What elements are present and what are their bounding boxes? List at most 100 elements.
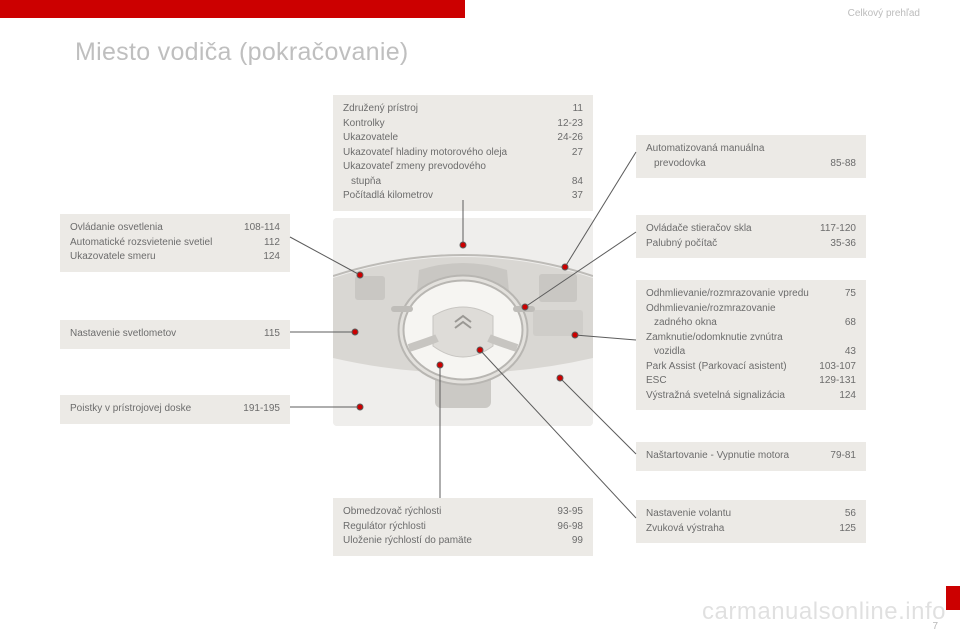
callout-page: 112 <box>264 236 280 251</box>
callout-label: Palubný počítač <box>646 237 820 252</box>
callout-row: Združený prístroj 11 <box>343 102 583 117</box>
callout-label: prevodovka <box>646 157 820 172</box>
callout-page: 125 <box>839 522 856 537</box>
section-label: Celkový prehľad <box>848 8 920 19</box>
callout-row: Odhmlievanie/rozmrazovanie <box>646 302 856 317</box>
callout-label: Nastavenie volantu <box>646 507 835 522</box>
callout-label: stupňa <box>343 175 562 190</box>
callout-page: 103-107 <box>819 360 856 375</box>
side-tab <box>946 586 960 610</box>
callout-label: Park Assist (Parkovací asistent) <box>646 360 809 375</box>
callout-label: Zamknutie/odomknutie zvnútra <box>646 331 856 346</box>
callout-label: Kontrolky <box>343 117 547 132</box>
callout-page: 115 <box>264 327 280 342</box>
callout-label: Odhmlievanie/rozmrazovanie vpredu <box>646 287 835 302</box>
callout-page: 85-88 <box>830 157 856 172</box>
callout-page: 124 <box>263 250 280 265</box>
callout-label: Ovládače stieračov skla <box>646 222 810 237</box>
callout-label: Nastavenie svetlometov <box>70 327 254 342</box>
callout-row: Nastavenie svetlometov 115 <box>70 327 280 342</box>
callout-label: Ukazovateľ zmeny prevodového <box>343 160 583 175</box>
page-number: 7 <box>932 621 938 632</box>
callout-instrument-cluster: Združený prístroj11Kontrolky12-23Ukazova… <box>333 95 593 211</box>
callout-label: Združený prístroj <box>343 102 563 117</box>
callout-page: 99 <box>572 534 583 549</box>
callout-row: Kontrolky 12-23 <box>343 117 583 132</box>
callout-row: Regulátor rýchlosti 96-98 <box>343 520 583 535</box>
accent-bar <box>0 0 465 18</box>
callout-row: Odhmlievanie/rozmrazovanie vpredu 75 <box>646 287 856 302</box>
callout-row: stupňa 84 <box>343 175 583 190</box>
callout-row: Park Assist (Parkovací asistent) 103-107 <box>646 360 856 375</box>
callout-row: ESC129-131 <box>646 374 856 389</box>
callout-page: 84 <box>572 175 583 190</box>
callout-row: Ukazovatele 24-26 <box>343 131 583 146</box>
callout-label: Naštartovanie - Vypnutie motora <box>646 449 820 464</box>
callout-page: 75 <box>845 287 856 302</box>
callout-page: 191-195 <box>243 402 280 417</box>
callout-fuses: Poistky v prístrojovej doske 191-195 <box>60 395 290 424</box>
callout-label: Regulátor rýchlosti <box>343 520 547 535</box>
callout-label: Automatické rozsvietenie svetiel <box>70 236 254 251</box>
callout-row: vozidla 43 <box>646 345 856 360</box>
callout-row: Ovládanie osvetlenia 108-114 <box>70 221 280 236</box>
callout-row: Počítadlá kilometrov 37 <box>343 189 583 204</box>
callout-page: 24-26 <box>557 131 583 146</box>
callout-row: Ukazovatele smeru 124 <box>70 250 280 265</box>
callout-label: Obmedzovač rýchlosti <box>343 505 547 520</box>
callout-page: 37 <box>572 189 583 204</box>
callout-label: Zvuková výstraha <box>646 522 829 537</box>
callout-row: Poistky v prístrojovej doske 191-195 <box>70 402 280 417</box>
callout-row: Palubný počítač 35-36 <box>646 237 856 252</box>
callout-row: Ukazovateľ zmeny prevodového <box>343 160 583 175</box>
callout-label: Automatizovaná manuálna <box>646 142 856 157</box>
callout-row: Uloženie rýchlostí do pamäte 99 <box>343 534 583 549</box>
callout-row: Zamknutie/odomknutie zvnútra <box>646 331 856 346</box>
callout-label: Počítadlá kilometrov <box>343 189 562 204</box>
callout-page: 96-98 <box>557 520 583 535</box>
page-title: Miesto vodiča (pokračovanie) <box>75 38 409 67</box>
callout-row: Ukazovateľ hladiny motorového oleja 27 <box>343 146 583 161</box>
callout-row: Výstražná svetelná signalizácia 124 <box>646 389 856 404</box>
callout-label: Ukazovatele <box>343 131 547 146</box>
callout-row: Nastavenie volantu 56 <box>646 507 856 522</box>
callout-page: 68 <box>845 316 856 331</box>
callout-page: 117-120 <box>820 222 856 237</box>
callout-page: 11 <box>573 102 583 117</box>
callout-label: Ukazovatele smeru <box>70 250 253 265</box>
callout-label: Ovládanie osvetlenia <box>70 221 234 236</box>
callout-label: Uloženie rýchlostí do pamäte <box>343 534 562 549</box>
callout-label: Odhmlievanie/rozmrazovanie <box>646 302 856 317</box>
callout-start-stop: Naštartovanie - Vypnutie motora79-81 <box>636 442 866 471</box>
dashboard-illustration <box>333 218 593 426</box>
callout-wipers-trip-computer: Ovládače stieračov skla 117-120Palubný po… <box>636 215 866 258</box>
callout-speed-limiter-cruise: Obmedzovač rýchlosti93-95Regulátor rýchl… <box>333 498 593 556</box>
callout-page: 43 <box>845 345 856 360</box>
callout-steering-horn: Nastavenie volantu 56 Zvuková výstraha 125 <box>636 500 866 543</box>
callout-row: Naštartovanie - Vypnutie motora79-81 <box>646 449 856 464</box>
callout-page: 12-23 <box>557 117 583 132</box>
callout-headlamp-adjustment: Nastavenie svetlometov 115 <box>60 320 290 349</box>
callout-page: 27 <box>572 146 583 161</box>
callout-label: Ukazovateľ hladiny motorového oleja <box>343 146 562 161</box>
callout-automated-manual-gearbox: Automatizovaná manuálnaprevodovka 85-88 <box>636 135 866 178</box>
callout-row: Zvuková výstraha 125 <box>646 522 856 537</box>
callout-label: Výstražná svetelná signalizácia <box>646 389 829 404</box>
callout-defrost-locks-esc: Odhmlievanie/rozmrazovanie vpredu 75Odhml… <box>636 280 866 410</box>
callout-page: 35-36 <box>830 237 856 252</box>
callout-page: 56 <box>845 507 856 522</box>
callout-label: Poistky v prístrojovej doske <box>70 402 233 417</box>
callout-label: zadného okna <box>646 316 835 331</box>
callout-row: zadného okna 68 <box>646 316 856 331</box>
callout-label: ESC <box>646 374 809 389</box>
callout-row: Obmedzovač rýchlosti 93-95 <box>343 505 583 520</box>
callout-row: Automatizovaná manuálna <box>646 142 856 157</box>
callout-row: Automatické rozsvietenie svetiel 112 <box>70 236 280 251</box>
callout-page: 108-114 <box>244 221 280 236</box>
callout-row: prevodovka 85-88 <box>646 157 856 172</box>
callout-lighting-controls: Ovládanie osvetlenia 108-114Automatické r… <box>60 214 290 272</box>
callout-page: 124 <box>839 389 856 404</box>
callout-page: 93-95 <box>557 505 583 520</box>
callout-row: Ovládače stieračov skla 117-120 <box>646 222 856 237</box>
callout-label: vozidla <box>646 345 835 360</box>
